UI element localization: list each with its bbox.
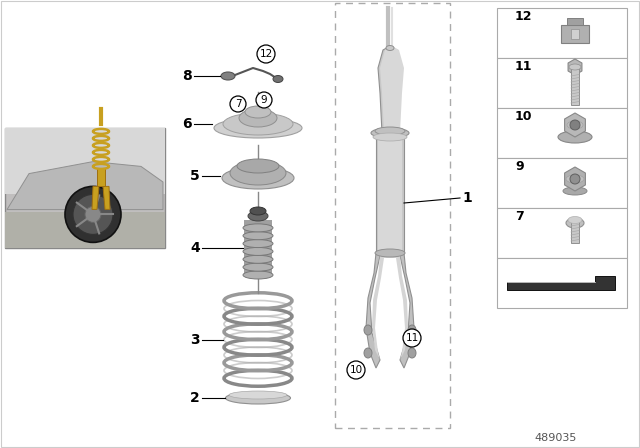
Ellipse shape	[371, 128, 409, 138]
Ellipse shape	[250, 207, 266, 215]
Text: 11: 11	[515, 60, 532, 73]
Ellipse shape	[569, 64, 581, 70]
Polygon shape	[564, 167, 586, 191]
Ellipse shape	[568, 216, 582, 224]
Ellipse shape	[245, 106, 271, 118]
Ellipse shape	[243, 255, 273, 263]
Bar	[376, 131, 404, 253]
Polygon shape	[378, 46, 402, 133]
Text: 9: 9	[260, 95, 268, 105]
Bar	[497, 108, 627, 158]
Ellipse shape	[221, 72, 235, 80]
Polygon shape	[372, 256, 408, 360]
Ellipse shape	[225, 392, 291, 404]
Ellipse shape	[243, 232, 273, 240]
Ellipse shape	[375, 249, 405, 257]
Ellipse shape	[408, 325, 416, 335]
Ellipse shape	[243, 224, 273, 232]
Bar	[571, 221, 579, 243]
Text: 3: 3	[190, 333, 200, 347]
Ellipse shape	[563, 187, 587, 195]
Bar	[97, 168, 105, 186]
Ellipse shape	[364, 348, 372, 358]
Bar	[497, 58, 627, 108]
Polygon shape	[103, 186, 110, 209]
Ellipse shape	[243, 247, 273, 255]
Ellipse shape	[364, 325, 372, 335]
Ellipse shape	[243, 263, 273, 271]
Text: 9: 9	[515, 159, 524, 172]
Ellipse shape	[408, 348, 416, 358]
Ellipse shape	[243, 240, 273, 248]
Ellipse shape	[248, 211, 268, 221]
Text: 489035: 489035	[535, 433, 577, 443]
Bar	[561, 25, 589, 43]
Text: 2: 2	[190, 391, 200, 405]
Polygon shape	[564, 113, 586, 137]
Ellipse shape	[229, 391, 287, 399]
Ellipse shape	[273, 76, 283, 82]
Bar	[567, 18, 583, 25]
Text: 1: 1	[462, 191, 472, 205]
Bar	[497, 8, 627, 58]
Bar	[5, 128, 165, 194]
Circle shape	[347, 361, 365, 379]
Ellipse shape	[222, 167, 294, 189]
Ellipse shape	[373, 133, 407, 141]
Bar	[5, 128, 165, 248]
Ellipse shape	[558, 131, 592, 143]
Circle shape	[85, 207, 101, 222]
Polygon shape	[380, 46, 404, 133]
Text: 5: 5	[190, 169, 200, 183]
Text: 12: 12	[259, 49, 273, 59]
Ellipse shape	[375, 127, 405, 135]
Text: 10: 10	[515, 109, 532, 122]
Circle shape	[230, 96, 246, 112]
Bar	[497, 158, 627, 208]
Ellipse shape	[243, 271, 273, 279]
Bar	[244, 220, 272, 275]
Ellipse shape	[223, 113, 293, 135]
Text: 11: 11	[405, 333, 419, 343]
Ellipse shape	[566, 218, 584, 228]
Bar	[571, 65, 579, 105]
Ellipse shape	[214, 118, 302, 138]
Text: 7: 7	[515, 210, 524, 223]
Text: 6: 6	[182, 117, 192, 131]
Bar	[378, 133, 402, 251]
Circle shape	[570, 174, 580, 184]
Ellipse shape	[386, 46, 394, 51]
Polygon shape	[507, 276, 615, 290]
Ellipse shape	[237, 159, 279, 173]
Bar	[5, 212, 165, 248]
Text: 8: 8	[182, 69, 192, 83]
Text: 12: 12	[515, 9, 532, 22]
Polygon shape	[366, 253, 414, 368]
Bar	[335, 3, 450, 428]
Text: 4: 4	[190, 241, 200, 255]
Text: 7: 7	[235, 99, 241, 109]
Bar	[571, 29, 579, 39]
Polygon shape	[568, 59, 582, 75]
Bar	[497, 208, 627, 258]
Ellipse shape	[566, 175, 584, 183]
Text: 10: 10	[349, 365, 363, 375]
Ellipse shape	[239, 109, 277, 127]
Ellipse shape	[230, 161, 286, 185]
Polygon shape	[7, 162, 163, 210]
Ellipse shape	[567, 121, 583, 129]
Circle shape	[403, 329, 421, 347]
Bar	[497, 258, 627, 308]
Circle shape	[570, 120, 580, 130]
Circle shape	[73, 194, 113, 234]
Polygon shape	[92, 186, 99, 209]
Circle shape	[257, 45, 275, 63]
Circle shape	[65, 186, 121, 242]
Circle shape	[256, 92, 272, 108]
